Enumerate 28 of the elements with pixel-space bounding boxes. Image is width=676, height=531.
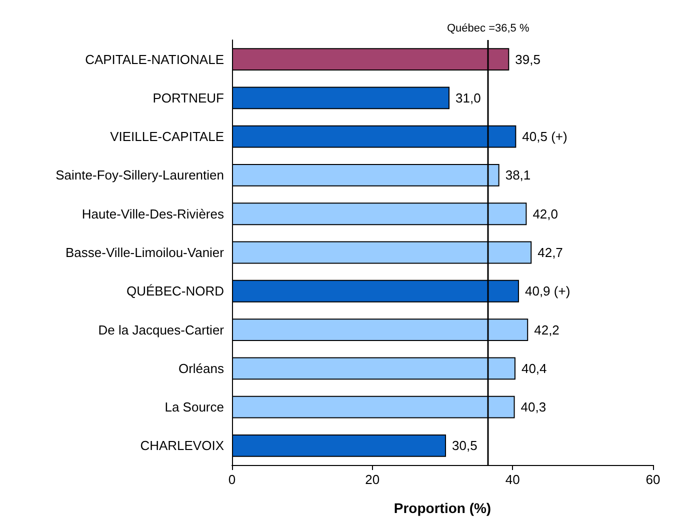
x-tick-label: 60 xyxy=(646,472,660,487)
data-label: 42,0 xyxy=(532,206,558,222)
x-axis-title: Proportion (%) xyxy=(394,500,492,516)
data-label: 30,5 xyxy=(452,438,478,454)
y-tick-label: CHARLEVOIX xyxy=(140,438,224,454)
data-label: 40,4 xyxy=(521,360,547,376)
data-label: 40,9 (+) xyxy=(524,284,570,299)
x-tick-label: 20 xyxy=(365,472,380,487)
y-tick-label: Basse-Ville-Limoilou-Vanier xyxy=(66,245,225,260)
data-label: 42,7 xyxy=(538,245,563,260)
y-tick-label: La Source xyxy=(164,400,224,415)
y-tick-label: PORTNEUF xyxy=(152,90,224,106)
y-tick-label: VIEILLE-CAPITALE xyxy=(110,129,224,144)
data-label: 42,2 xyxy=(534,322,560,338)
y-tick-label: Haute-Ville-Des-Rivières xyxy=(82,206,224,222)
y-tick-label: CAPITALE-NATIONALE xyxy=(85,52,224,67)
y-tick-label: Orléans xyxy=(178,360,224,376)
data-label: 40,5 (+) xyxy=(522,129,568,144)
data-label: 38,1 xyxy=(505,168,531,183)
data-label: 40,3 xyxy=(520,400,546,415)
y-tick-label: Sainte-Foy-Sillery-Laurentien xyxy=(56,168,224,183)
x-tick-label: 40 xyxy=(505,472,520,487)
ref-line-label: Québec =36,5 % xyxy=(446,22,530,34)
y-tick-label: QUÉBEC-NORD xyxy=(126,284,224,299)
data-label: 39,5 xyxy=(515,52,540,67)
x-tick-label: 0 xyxy=(228,472,236,487)
data-label: 31,0 xyxy=(456,90,481,106)
y-tick-label: De la Jacques-Cartier xyxy=(98,322,225,338)
